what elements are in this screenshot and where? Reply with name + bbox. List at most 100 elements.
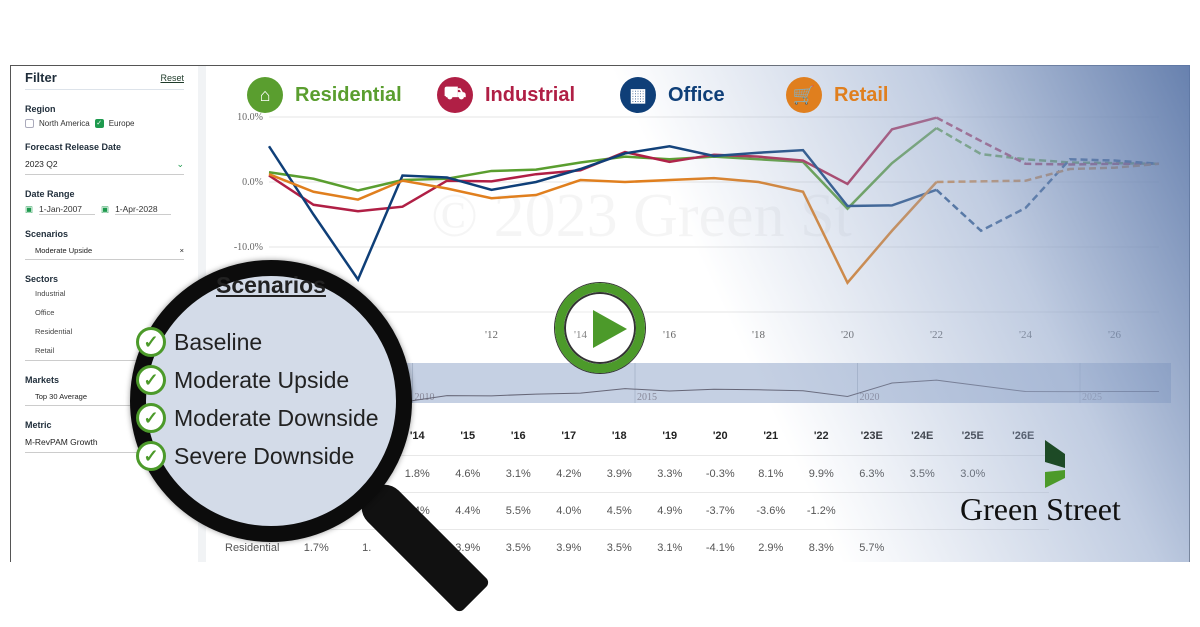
table-cell: 2.9% bbox=[745, 529, 796, 562]
table-cell: 8.3% bbox=[796, 529, 847, 562]
column-header: '17 bbox=[543, 418, 594, 456]
logo-text: Green Street bbox=[960, 491, 1121, 527]
green-street-logo: Green Street bbox=[960, 440, 1160, 528]
x-tick-label: '24 bbox=[1019, 329, 1032, 341]
table-cell: -3.7% bbox=[695, 492, 746, 530]
navigator-label: 2015 bbox=[637, 392, 657, 403]
europe-checkbox[interactable]: ✓ bbox=[94, 119, 104, 128]
column-header: '15 bbox=[442, 418, 493, 456]
column-header: '19 bbox=[644, 418, 695, 456]
metric-label: Metric bbox=[25, 420, 52, 430]
scenario-severe-downside[interactable]: ✓ Severe Downside bbox=[136, 441, 354, 471]
magnifier-lens bbox=[130, 260, 412, 542]
sector-item[interactable]: Office bbox=[35, 308, 55, 317]
forecast-line-office bbox=[935, 157, 1160, 233]
x-tick-label: '22 bbox=[930, 329, 943, 341]
forecast-label: Forecast Release Date bbox=[25, 142, 122, 152]
column-header: '24E bbox=[897, 418, 948, 456]
europe-label: Europe bbox=[108, 119, 135, 128]
forecast-line-residential bbox=[935, 126, 1160, 166]
house-icon: ⌂ bbox=[247, 77, 283, 113]
scenario-chip: Moderate Upside bbox=[35, 246, 93, 255]
y-tick-label: 10.0% bbox=[237, 112, 263, 123]
play-button[interactable] bbox=[555, 283, 645, 373]
scenario-baseline[interactable]: ✓ Baseline bbox=[136, 327, 262, 357]
date-end-input[interactable]: 1-Apr-2028 bbox=[115, 204, 172, 215]
north-america-checkbox[interactable] bbox=[25, 119, 34, 128]
sector-item[interactable]: Residential bbox=[35, 327, 73, 336]
calendar-icon: ▣ bbox=[101, 204, 110, 214]
building-icon: ▦ bbox=[620, 77, 656, 113]
date-start-input[interactable]: 1-Jan-2007 bbox=[39, 204, 96, 215]
chevron-down-icon: ⌄ bbox=[176, 159, 184, 169]
y-tick-label: -10.0% bbox=[234, 242, 263, 253]
clear-icon[interactable]: × bbox=[179, 246, 184, 255]
legend-label: Retail bbox=[834, 83, 889, 106]
calendar-icon: ▣ bbox=[25, 204, 34, 214]
table-cell: 3.5% bbox=[897, 455, 948, 493]
sectors-list[interactable]: Industrial Office Residential Retail bbox=[25, 284, 184, 361]
table-cell: 4.6% bbox=[442, 455, 493, 493]
metric-value: M-RevPAM Growth bbox=[25, 437, 98, 447]
table-cell bbox=[998, 529, 1049, 562]
check-circle-icon: ✓ bbox=[136, 441, 166, 471]
check-circle-icon: ✓ bbox=[136, 327, 166, 357]
table-cell: 3.9% bbox=[594, 455, 645, 493]
forecast-dropdown[interactable]: 2023 Q2 ⌄ bbox=[25, 154, 184, 175]
table-cell: 3.9% bbox=[543, 529, 594, 562]
column-header: '23E bbox=[846, 418, 897, 456]
check-circle-icon: ✓ bbox=[136, 365, 166, 395]
legend-office[interactable]: ▦ Office bbox=[620, 77, 725, 113]
column-header: '16 bbox=[493, 418, 544, 456]
region-label: Region bbox=[25, 104, 56, 114]
table-cell: -4.1% bbox=[695, 529, 746, 562]
forecast-line-industrial bbox=[935, 116, 1159, 166]
reset-link[interactable]: Reset bbox=[160, 72, 184, 83]
table-cell: 6.3% bbox=[846, 455, 897, 493]
table-cell: 4.2% bbox=[543, 455, 594, 493]
table-row: Residential 1.7% 1. 3.9% 3.5% 3.9% 3.5% 3.1% -4.… bbox=[221, 529, 1049, 562]
x-tick-label: '20 bbox=[841, 329, 854, 341]
table-cell: 4.9% bbox=[644, 492, 695, 530]
watermark: © 2023 Green St bbox=[431, 182, 852, 250]
scenarios-select[interactable]: Moderate Upside × bbox=[25, 241, 184, 260]
legend-industrial[interactable]: ⛟ Industrial bbox=[437, 77, 575, 113]
table-cell: 3.5% bbox=[594, 529, 645, 562]
forecast-line-retail bbox=[936, 162, 1160, 184]
filter-title: Filter bbox=[25, 70, 57, 85]
table-cell: 5.7% bbox=[846, 529, 897, 562]
scenario-label: Baseline bbox=[174, 328, 263, 355]
x-tick-label: '18 bbox=[752, 329, 765, 341]
legend-residential[interactable]: ⌂ Residential bbox=[247, 77, 402, 113]
table-cell: 4.4% bbox=[442, 492, 493, 530]
table-cell: 5.5% bbox=[493, 492, 544, 530]
table-cell: 3.5% bbox=[493, 529, 544, 562]
column-header: '20 bbox=[695, 418, 746, 456]
check-circle-icon: ✓ bbox=[136, 403, 166, 433]
logo-mark-icon bbox=[1045, 440, 1065, 488]
table-cell: 3.1% bbox=[644, 529, 695, 562]
navigator-label: 2025 bbox=[1082, 392, 1102, 403]
legend-label: Residential bbox=[295, 83, 402, 106]
sector-item[interactable]: Industrial bbox=[35, 289, 66, 298]
column-header: '22 bbox=[796, 418, 847, 456]
table-cell: 3.3% bbox=[644, 455, 695, 493]
legend-label: Industrial bbox=[485, 83, 576, 106]
scenarios-label: Scenarios bbox=[25, 229, 69, 239]
table-cell bbox=[897, 492, 948, 530]
cart-icon: 🛒 bbox=[786, 77, 822, 113]
scenario-moderate-upside[interactable]: ✓ Moderate Upside bbox=[136, 365, 349, 395]
scenario-moderate-downside[interactable]: ✓ Moderate Downside bbox=[136, 403, 379, 433]
legend-label: Office bbox=[668, 83, 725, 106]
forecast-value: 2023 Q2 bbox=[25, 159, 58, 169]
legend-retail[interactable]: 🛒 Retail bbox=[786, 77, 888, 113]
table-cell: 4.0% bbox=[543, 492, 594, 530]
y-tick-label: 0.0% bbox=[242, 177, 263, 188]
x-tick-label: '12 bbox=[485, 329, 498, 341]
sector-item[interactable]: Retail bbox=[35, 346, 55, 355]
table-cell: -0.3% bbox=[695, 455, 746, 493]
date-range-label: Date Range bbox=[25, 189, 75, 199]
scenario-label: Severe Downside bbox=[174, 442, 355, 469]
table-cell: 4.5% bbox=[594, 492, 645, 530]
table-cell: 3.1% bbox=[493, 455, 544, 493]
